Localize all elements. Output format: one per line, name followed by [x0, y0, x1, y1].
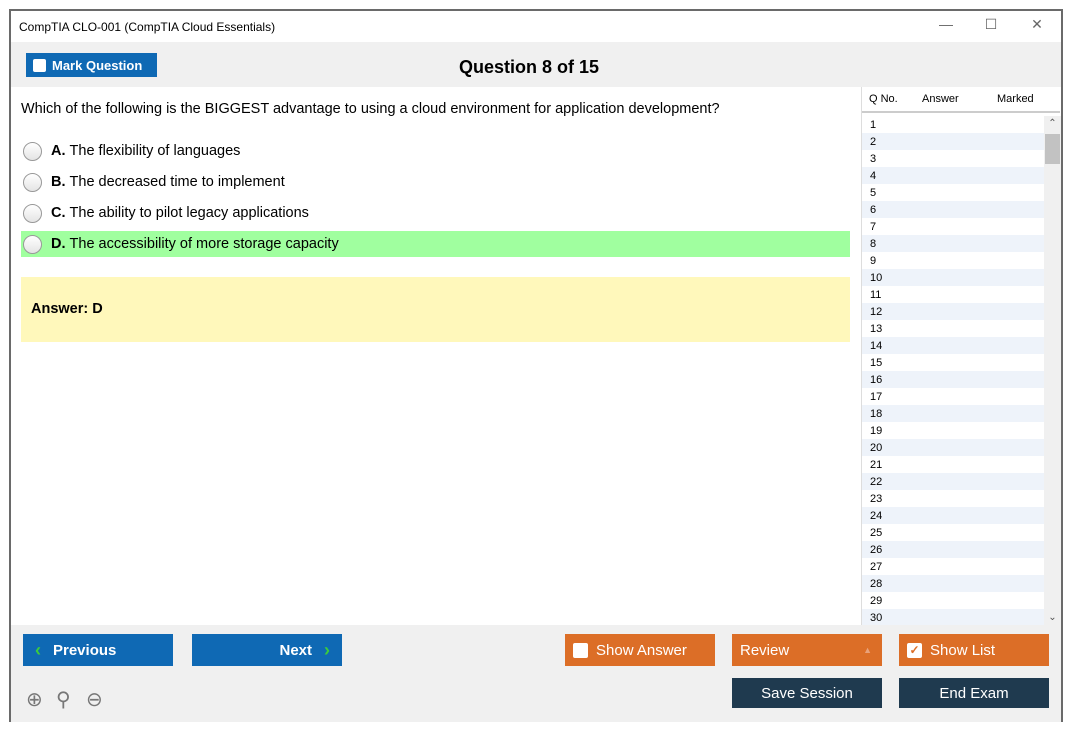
option-b[interactable]: B. The decreased time to implement — [21, 169, 850, 195]
list-row[interactable]: 17 — [870, 391, 883, 403]
question-list: Q No. Answer Marked 1 2 3 4 5 6 7 8 9 10 11 12 13 14 1… — [861, 87, 1061, 626]
show-list-button[interactable]: ✓ Show List — [899, 634, 1049, 666]
list-row[interactable]: 28 — [862, 575, 1044, 592]
list-row[interactable]: 16 — [862, 371, 1044, 388]
option-text: The decreased time to implement — [69, 174, 285, 190]
checkbox-icon[interactable] — [573, 642, 588, 658]
scroll-down-icon[interactable]: ⌄ — [1048, 612, 1057, 623]
previous-label: Previous — [53, 641, 117, 659]
question-panel: Which of the following is the BIGGEST ad… — [11, 87, 861, 625]
list-row[interactable]: 24 — [862, 507, 1044, 524]
show-answer-button[interactable]: Show Answer — [565, 634, 715, 666]
option-text: The ability to pilot legacy applications — [69, 205, 309, 221]
list-row[interactable]: 8 — [862, 235, 1044, 252]
question-text: Which of the following is the BIGGEST ad… — [21, 101, 720, 117]
list-row[interactable]: 6 — [862, 201, 1044, 218]
list-row[interactable]: 15 — [870, 357, 883, 369]
list-row[interactable]: 14 — [862, 337, 1044, 354]
list-row[interactable]: 18 — [862, 405, 1044, 422]
list-row[interactable]: 30 — [862, 609, 1044, 626]
list-row[interactable]: 27 — [870, 561, 883, 573]
option-letter: D. — [51, 236, 66, 252]
save-session-label: Save Session — [761, 684, 853, 702]
option-text: The accessibility of more storage capaci… — [69, 236, 339, 252]
app-window: CompTIA CLO-001 (CompTIA Cloud Essential… — [9, 9, 1063, 722]
list-row[interactable]: 23 — [870, 493, 883, 505]
answer-box: Answer: D — [21, 277, 850, 342]
scrollbar[interactable]: ⌃ ⌄ — [1044, 116, 1061, 625]
option-c[interactable]: C. The ability to pilot legacy applicati… — [21, 200, 850, 226]
zoom-out-icon[interactable]: ⊖ — [86, 689, 103, 711]
question-counter: Question 8 of 15 — [458, 57, 600, 77]
zoom-in-icon[interactable]: ⊕ — [26, 689, 43, 711]
header-qno: Q No. — [869, 93, 898, 105]
list-row[interactable]: 29 — [870, 595, 883, 607]
zoom-reset-icon[interactable]: ⚲ — [56, 689, 71, 711]
list-row[interactable]: 2 — [862, 133, 1044, 150]
list-rows: 1 2 3 4 5 6 7 8 9 10 11 12 13 14 15 16 17 18 19 20 21 22 23 24 2… — [862, 116, 1044, 626]
mark-question-button[interactable]: Mark Question — [26, 53, 157, 77]
list-row[interactable]: 3 — [870, 153, 877, 165]
list-row[interactable]: 5 — [870, 187, 877, 199]
option-letter: A. — [51, 143, 66, 159]
header-marked: Marked — [997, 93, 1034, 105]
caret-up-icon: ▲ — [863, 645, 872, 655]
option-d[interactable]: D. The accessibility of more storage cap… — [21, 231, 850, 257]
maximize-button[interactable]: ☐ — [984, 16, 998, 32]
list-row[interactable]: 7 — [870, 221, 877, 233]
option-text: The flexibility of languages — [69, 143, 241, 159]
window-title: CompTIA CLO-001 (CompTIA Cloud Essential… — [19, 20, 276, 34]
option-letter: B. — [51, 174, 66, 190]
list-row[interactable]: 26 — [862, 541, 1044, 558]
end-exam-button[interactable]: End Exam — [899, 678, 1049, 708]
previous-button[interactable]: ‹ Previous — [23, 634, 173, 666]
option-letter: C. — [51, 205, 66, 221]
title-bar: CompTIA CLO-001 (CompTIA Cloud Essential… — [11, 11, 1061, 42]
list-row[interactable]: 10 — [862, 269, 1044, 286]
next-button[interactable]: Next › — [192, 634, 342, 666]
chevron-left-icon: ‹ — [35, 639, 41, 660]
checkbox-icon — [33, 58, 46, 72]
scroll-thumb[interactable] — [1045, 134, 1060, 164]
radio-icon[interactable] — [23, 141, 42, 161]
checked-checkbox-icon[interactable]: ✓ — [907, 642, 922, 658]
next-label: Next — [279, 641, 312, 659]
toolbar: Mark Question Question 8 of 15 — [11, 42, 1061, 87]
list-row[interactable]: 19 — [870, 425, 883, 437]
list-row[interactable]: 1 — [870, 119, 877, 131]
list-header: Q No. Answer Marked — [862, 87, 1060, 113]
review-label: Review — [740, 641, 790, 659]
chevron-right-icon: › — [324, 639, 330, 660]
option-a[interactable]: A. The flexibility of languages — [21, 138, 850, 164]
radio-icon[interactable] — [23, 203, 42, 223]
list-row[interactable]: 25 — [870, 527, 883, 539]
show-answer-label: Show Answer — [596, 641, 687, 659]
list-row[interactable]: 22 — [862, 473, 1044, 490]
list-row[interactable]: 20 — [862, 439, 1044, 456]
list-row[interactable]: 11 — [870, 289, 882, 301]
list-row[interactable]: 12 — [862, 303, 1044, 320]
minimize-button[interactable]: — — [939, 16, 953, 32]
list-row[interactable]: 13 — [870, 323, 883, 335]
list-row[interactable]: 4 — [862, 167, 1044, 184]
header-answer: Answer — [922, 93, 959, 105]
show-list-label: Show List — [930, 641, 996, 659]
list-row[interactable]: 21 — [870, 459, 883, 471]
scroll-up-icon[interactable]: ⌃ — [1048, 118, 1057, 129]
list-row[interactable]: 9 — [870, 255, 877, 267]
mark-label: Mark Question — [52, 57, 143, 73]
radio-icon[interactable] — [23, 172, 42, 192]
review-dropdown[interactable]: Review ▲ — [732, 634, 882, 666]
close-button[interactable]: ✕ — [1031, 16, 1043, 32]
radio-icon[interactable] — [23, 234, 42, 254]
save-session-button[interactable]: Save Session — [732, 678, 882, 708]
end-exam-label: End Exam — [939, 684, 1009, 702]
bottom-bar: ‹ Previous Next › Show Answer Review ▲ ✓ Sho… — [11, 625, 1061, 722]
